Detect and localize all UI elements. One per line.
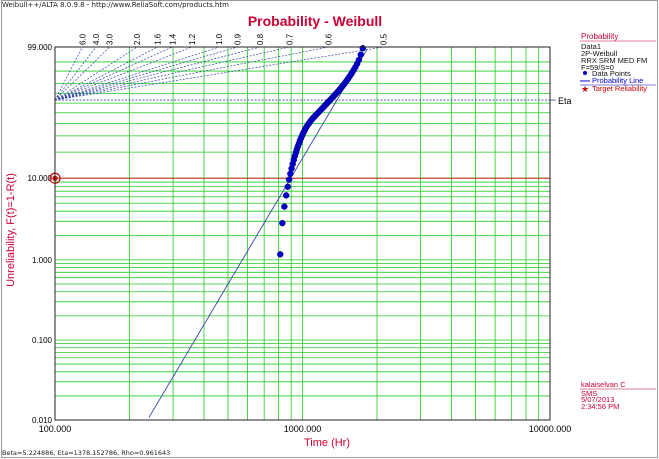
beta-tick-label: 1.0 <box>215 33 224 45</box>
data-point <box>279 219 286 227</box>
legend-target-star-icon: ★ <box>581 84 589 94</box>
data-point <box>359 45 366 52</box>
user-info-box: kalaiselvan C SMS 5/07/2013 2:34:56 PM <box>580 380 656 411</box>
beta-scale: 6.0 4.0 3.0 2.0 1.6 1.4 1.2 1.0 0.9 0.8 0.7 0.6 0.5 <box>54 33 556 179</box>
beta-guide-line <box>54 46 261 101</box>
data-point <box>277 251 284 258</box>
beta-guide-line <box>54 46 290 101</box>
data-points-layer <box>49 45 366 258</box>
beta-guide-line <box>54 46 238 101</box>
beta-guide-line <box>54 46 329 101</box>
legend-heading: Probability <box>581 32 618 41</box>
data-point <box>357 51 364 58</box>
axis-tick-labels: 0.010 0.100 1.000 10.000 99.000 100.000 1000.0… <box>28 43 572 434</box>
x-tick-label: 10000.000 <box>529 424 572 434</box>
user-info-line: SMS <box>581 389 597 398</box>
beta-tick-label: 0.9 <box>233 33 242 45</box>
user-info-line: 2:34:56 PM <box>581 402 619 411</box>
eta-label: Eta <box>558 96 572 106</box>
beta-tick-label: 1.4 <box>168 33 177 45</box>
user-info-line: 5/07/2013 <box>581 395 614 404</box>
legend-line: RRX SRM MED FM <box>581 56 647 65</box>
data-point <box>284 183 291 190</box>
probability-line <box>148 49 368 418</box>
y-tick-label: 10.000 <box>28 174 53 183</box>
beta-tick-label: 0.8 <box>256 33 265 45</box>
beta-guide-line <box>54 46 158 101</box>
y-tick-label: 0.100 <box>32 336 53 345</box>
x-axis-label: Time (Hr) <box>304 437 350 449</box>
beta-guide-line <box>54 46 110 101</box>
beta-tick-label: 2.0 <box>133 33 142 45</box>
beta-guide-line <box>54 46 97 101</box>
legend: Probability Data1 2P-Weibull RRX SRM MED… <box>580 32 656 94</box>
legend-data-point-icon <box>583 71 587 75</box>
legend-line: F=59/S=0 <box>581 63 614 72</box>
beta-tick-label: 1.6 <box>154 33 163 45</box>
grid-lines <box>55 47 550 420</box>
beta-tick-label: 6.0 <box>78 33 87 45</box>
data-point <box>282 192 290 199</box>
y-tick-label: 99.000 <box>28 43 53 52</box>
data-point <box>285 176 293 183</box>
legend-line: Data1 <box>581 42 601 51</box>
beta-guide-line <box>54 46 173 101</box>
data-point <box>281 203 288 210</box>
beta-guide-line <box>54 46 384 101</box>
beta-tick-label: 4.0 <box>92 33 101 45</box>
user-info-line: kalaiselvan C <box>581 380 626 389</box>
legend-item-label: Probability Line <box>592 76 643 85</box>
beta-tick-label: 0.6 <box>325 33 334 45</box>
beta-tick-label: 3.0 <box>106 33 115 45</box>
beta-tick-label: 0.5 <box>379 33 388 45</box>
x-tick-label: 1000.000 <box>284 424 322 434</box>
beta-tick-label: 1.2 <box>188 33 197 45</box>
beta-guide-line <box>54 46 83 101</box>
beta-guide-line <box>54 46 138 101</box>
probability-line-layer <box>148 49 368 418</box>
x-tick-label: 100.000 <box>39 424 72 434</box>
legend-item-label: Data Points <box>592 69 631 78</box>
y-tick-label: 0.010 <box>32 416 53 425</box>
beta-guide-line <box>54 46 220 101</box>
beta-tick-label: 0.7 <box>286 33 295 45</box>
y-axis-label: Unreliability, F(t)=1-R(t) <box>5 173 17 287</box>
legend-item-label: Target Reliability <box>592 84 647 93</box>
chart-title: Probability - Weibull <box>248 13 382 29</box>
y-tick-label: 1.000 <box>32 256 53 265</box>
window-title: Weibull++/ALTA 8.0.9.8 - http://www.Reli… <box>2 1 229 9</box>
legend-line: 2P-Weibull <box>581 49 617 58</box>
footer-parameters: Beta=5.224886, Eta=1378.152786, Rho=0.96… <box>2 449 171 457</box>
plot-area-border <box>54 46 551 421</box>
